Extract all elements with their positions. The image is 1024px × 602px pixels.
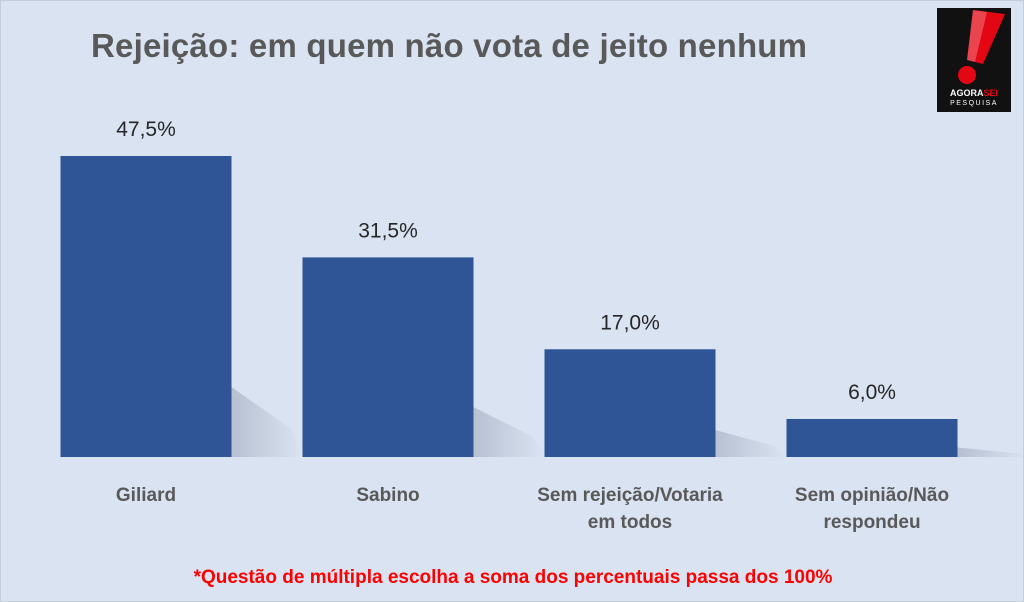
- bar-shadow: [231, 387, 302, 457]
- footnote: *Questão de múltipla escolha a soma dos …: [193, 567, 833, 588]
- data-label-1: 47,5%: [116, 118, 176, 141]
- category-label-2: Sabino: [356, 485, 419, 506]
- bar-chart-plot: 47,5% 31,5% 17,0% 6,0% Giliard Sabino Sem rej…: [60, 118, 1024, 533]
- data-label-3: 17,0%: [600, 311, 660, 334]
- category-label-line: Sabino: [356, 485, 419, 506]
- data-label-4: 6,0%: [848, 381, 896, 404]
- data-label-2: 31,5%: [358, 219, 418, 242]
- category-label-line: respondeu: [823, 512, 920, 533]
- category-label-1: Giliard: [116, 485, 176, 506]
- bar-shadow: [715, 430, 786, 457]
- exclamation-icon: [958, 10, 1005, 84]
- category-label-line: Sem rejeição/Votaria: [537, 485, 723, 506]
- category-label-line: Giliard: [116, 485, 176, 506]
- category-label-line: Sem opinião/Não: [795, 485, 949, 506]
- bar-1: [60, 156, 232, 457]
- logo-brand: AGORASEI: [937, 88, 1011, 98]
- bar-shadow: [957, 447, 1024, 457]
- category-label-4: Sem opinião/Não respondeu: [795, 485, 949, 533]
- bar-shadow: [473, 407, 544, 457]
- category-label-line: em todos: [588, 512, 672, 533]
- agorasei-logo: AGORASEI PESQUISA: [937, 8, 1011, 112]
- logo-subtitle: PESQUISA: [950, 100, 998, 107]
- logo-brand-a: AGORA: [949, 88, 984, 98]
- bar-4: [786, 418, 958, 457]
- category-label-3: Sem rejeição/Votaria em todos: [537, 485, 723, 533]
- bar-2: [302, 257, 474, 457]
- logo-brand-b: SEI: [983, 88, 998, 98]
- bar-3: [544, 349, 716, 457]
- chart-title: Rejeição: em quem não vota de jeito nenh…: [91, 27, 808, 64]
